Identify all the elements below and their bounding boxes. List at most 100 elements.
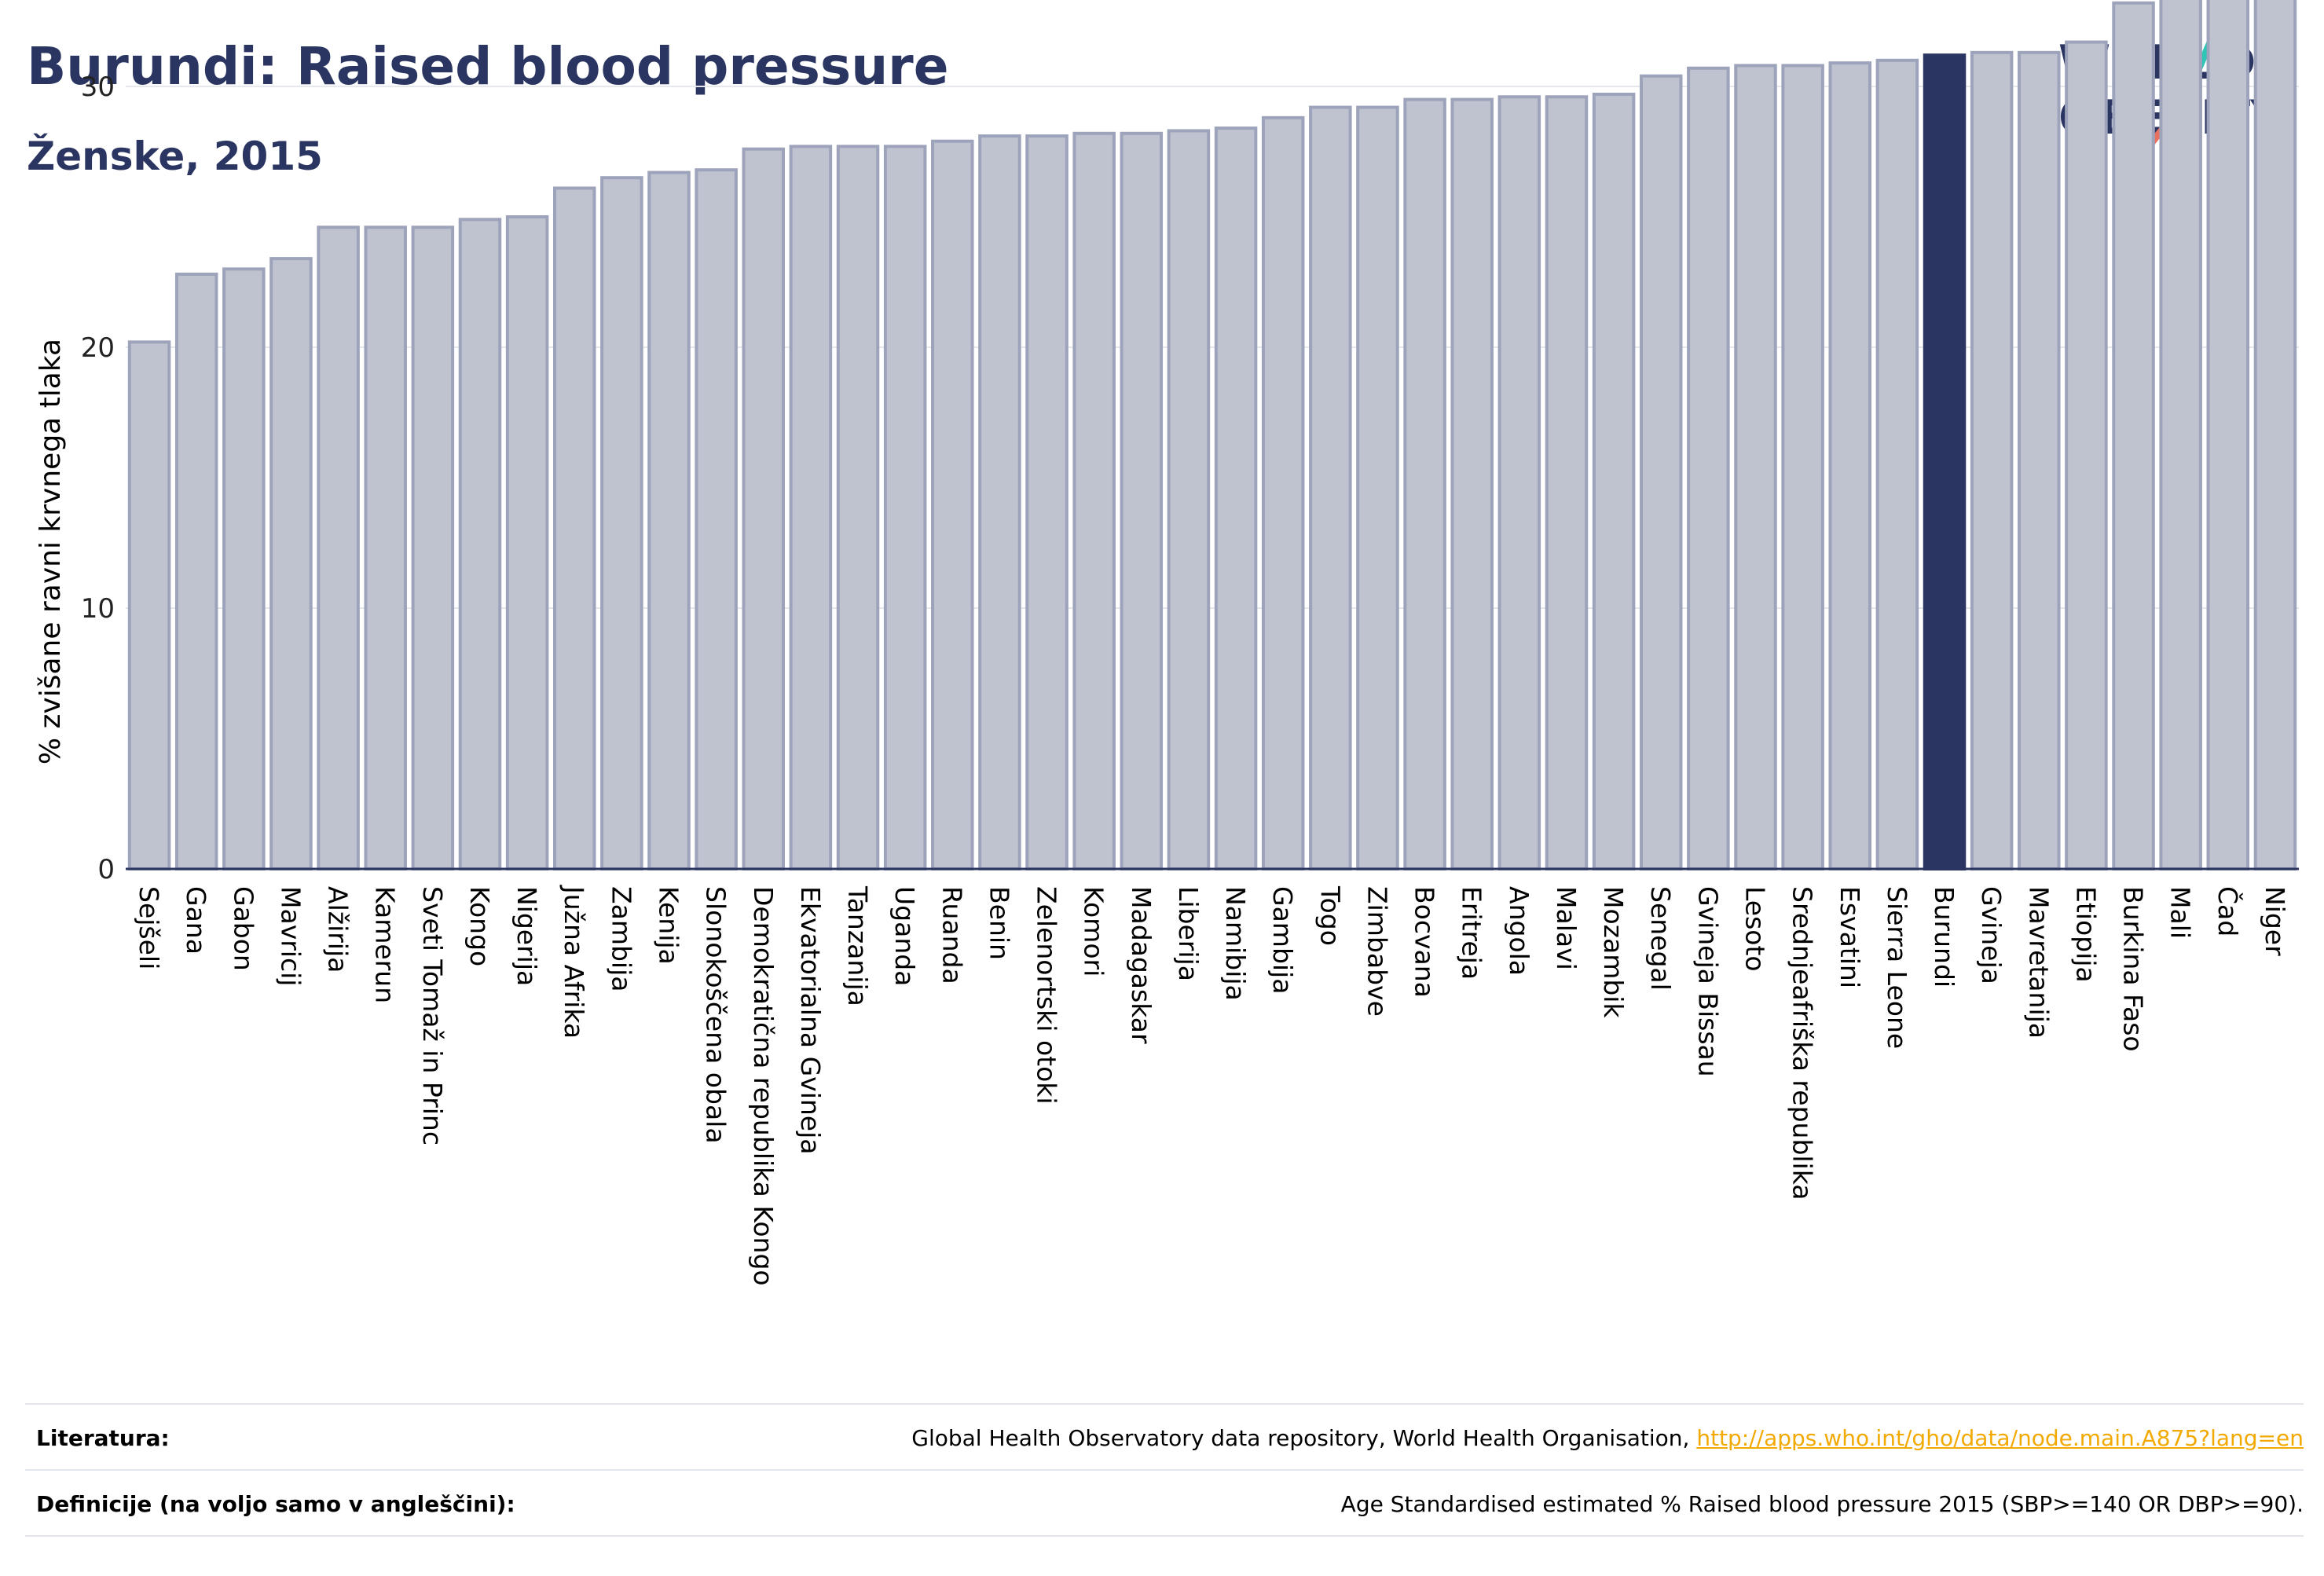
definition-row: Definicije (na voljo samo v angleščini):…: [25, 1469, 2304, 1537]
y-tick-label: 30: [81, 71, 115, 103]
bar: [1120, 131, 1164, 870]
x-tick-label: Kamerun: [370, 886, 401, 1003]
x-tick-label: Bocvana: [1409, 886, 1440, 998]
reference-value: Global Health Observatory data repositor…: [911, 1425, 2304, 1451]
x-tick-label: Gvineja Bissau: [1692, 886, 1723, 1077]
x-tick-label: Etiopija: [2070, 886, 2101, 983]
footer-divider: [25, 1535, 2304, 1537]
x-tick-label: Tanzanija: [842, 885, 873, 1006]
x-tick-label: Mavricij: [275, 886, 306, 986]
x-tick-label: Gana: [181, 886, 211, 955]
bar: [695, 168, 738, 871]
x-tick-label: Sejšeli: [134, 886, 164, 969]
x-tick-label: Esvatini: [1835, 886, 1865, 988]
x-tick-label: Nigerija: [511, 886, 542, 986]
bar: [127, 340, 171, 870]
x-tick-label: Mali: [2165, 886, 2196, 939]
x-tick-label: Sveti Tomaž in Princ: [417, 886, 448, 1145]
bar: [1214, 126, 1258, 870]
bar-chart: Sejšeli Gana Gabon Mavricij Alžirija Kamerun S…: [35, 0, 2299, 1286]
bar: [222, 267, 266, 870]
bar: [1450, 97, 1494, 871]
bar: [1025, 134, 1069, 870]
bar: [600, 176, 643, 870]
x-tick-label: Kongo: [464, 886, 495, 966]
x-tick-label: Madagaskar: [1126, 886, 1157, 1044]
bar-highlighted: [1923, 53, 1967, 870]
x-tick-label: Čad: [2212, 886, 2244, 936]
bar: [505, 215, 549, 870]
x-tick-label: Niger: [2260, 886, 2290, 956]
x-tick-label: Mavretanija: [2023, 886, 2054, 1039]
bar: [1356, 105, 1399, 870]
x-tick-label: Gabon: [228, 886, 258, 971]
bar: [269, 257, 313, 870]
x-tick-label: Sierra Leone: [1882, 886, 1912, 1049]
x-tick-label: Angola: [1504, 886, 1534, 976]
x-tick-label: Demokratična republika Kongo: [748, 886, 779, 1286]
x-tick-label: Zambija: [606, 886, 636, 991]
definition-value: Age Standardised estimated % Raised bloo…: [1340, 1490, 2304, 1517]
bar: [174, 273, 218, 871]
bar: [2253, 0, 2297, 871]
bar: [552, 186, 596, 871]
x-tick-label: Burkina Faso: [2118, 886, 2149, 1052]
bar: [1734, 64, 1777, 870]
bar: [1687, 66, 1730, 870]
bar: [883, 145, 927, 871]
x-tick-label: Ekvatorialna Gvineja: [795, 886, 826, 1154]
bar: [2018, 50, 2061, 871]
reference-link[interactable]: http://apps.who.int/gho/data/node.main.A…: [1696, 1424, 2304, 1451]
x-tick-label: Ruanda: [937, 886, 967, 984]
reference-text: Global Health Observatory data repositor…: [911, 1424, 1697, 1451]
bar: [1497, 95, 1541, 870]
x-tick-label: Alžirija: [323, 886, 354, 973]
x-tick-label: Kenija: [654, 886, 684, 965]
y-tick-labels: 0 10 20 30: [81, 71, 115, 885]
bar: [2065, 40, 2108, 870]
y-tick-label: 20: [81, 332, 115, 364]
y-tick-label: 0: [97, 854, 115, 885]
bar: [411, 225, 455, 870]
x-tick-label: Namibija: [1220, 886, 1251, 1001]
bar: [364, 225, 407, 870]
x-tick-label: Liberija: [1173, 886, 1204, 981]
bar: [317, 225, 360, 870]
x-tick-label: Zelenortski otoki: [1032, 886, 1062, 1105]
x-tick-label: Malavi: [1551, 886, 1582, 970]
x-tick-label: Slonokoščena obala: [701, 886, 731, 1144]
reference-row: Literatura: Global Health Observatory da…: [25, 1403, 2304, 1471]
bar: [647, 170, 691, 870]
x-tick-label: Srednjeafriška republika: [1787, 886, 1818, 1200]
bar: [836, 145, 880, 871]
bar: [1970, 50, 2014, 871]
bar: [1072, 131, 1116, 870]
bar: [2206, 0, 2250, 871]
bar: [1167, 129, 1211, 870]
reference-label: Literatura:: [36, 1424, 170, 1451]
x-tick-label: Burundi: [1929, 886, 1959, 988]
x-tick-label: Zimbabve: [1362, 886, 1392, 1017]
chart-subtitle: Ženske, 2015: [27, 134, 323, 179]
bar: [1545, 95, 1589, 870]
bar: [2112, 1, 2155, 870]
x-tick-label: Južna Afrika: [559, 885, 589, 1039]
bar: [931, 139, 974, 871]
x-tick-label: Togo: [1314, 885, 1345, 946]
y-tick-label: 10: [81, 593, 115, 625]
bar: [1403, 97, 1446, 871]
x-tick-label: Gambija: [1267, 886, 1298, 994]
x-tick-label: Uganda: [889, 886, 920, 986]
bar: [742, 147, 786, 870]
bar: [2159, 0, 2202, 871]
x-tick-label: Senegal: [1645, 886, 1676, 991]
x-tick-labels: Sejšeli Gana Gabon Mavricij Alžirija Kamerun S…: [134, 885, 2290, 1286]
x-tick-label: Eritreja: [1457, 886, 1487, 980]
bar: [1781, 64, 1824, 870]
definition-label: Definicije (na voljo samo v angleščini):: [36, 1490, 515, 1517]
bars: [127, 0, 2297, 871]
bar: [1309, 105, 1352, 870]
x-tick-label: Mozambik: [1598, 886, 1629, 1018]
bar: [458, 218, 502, 870]
y-axis-label: % zvišane ravni krvnega tlaka: [35, 339, 67, 764]
